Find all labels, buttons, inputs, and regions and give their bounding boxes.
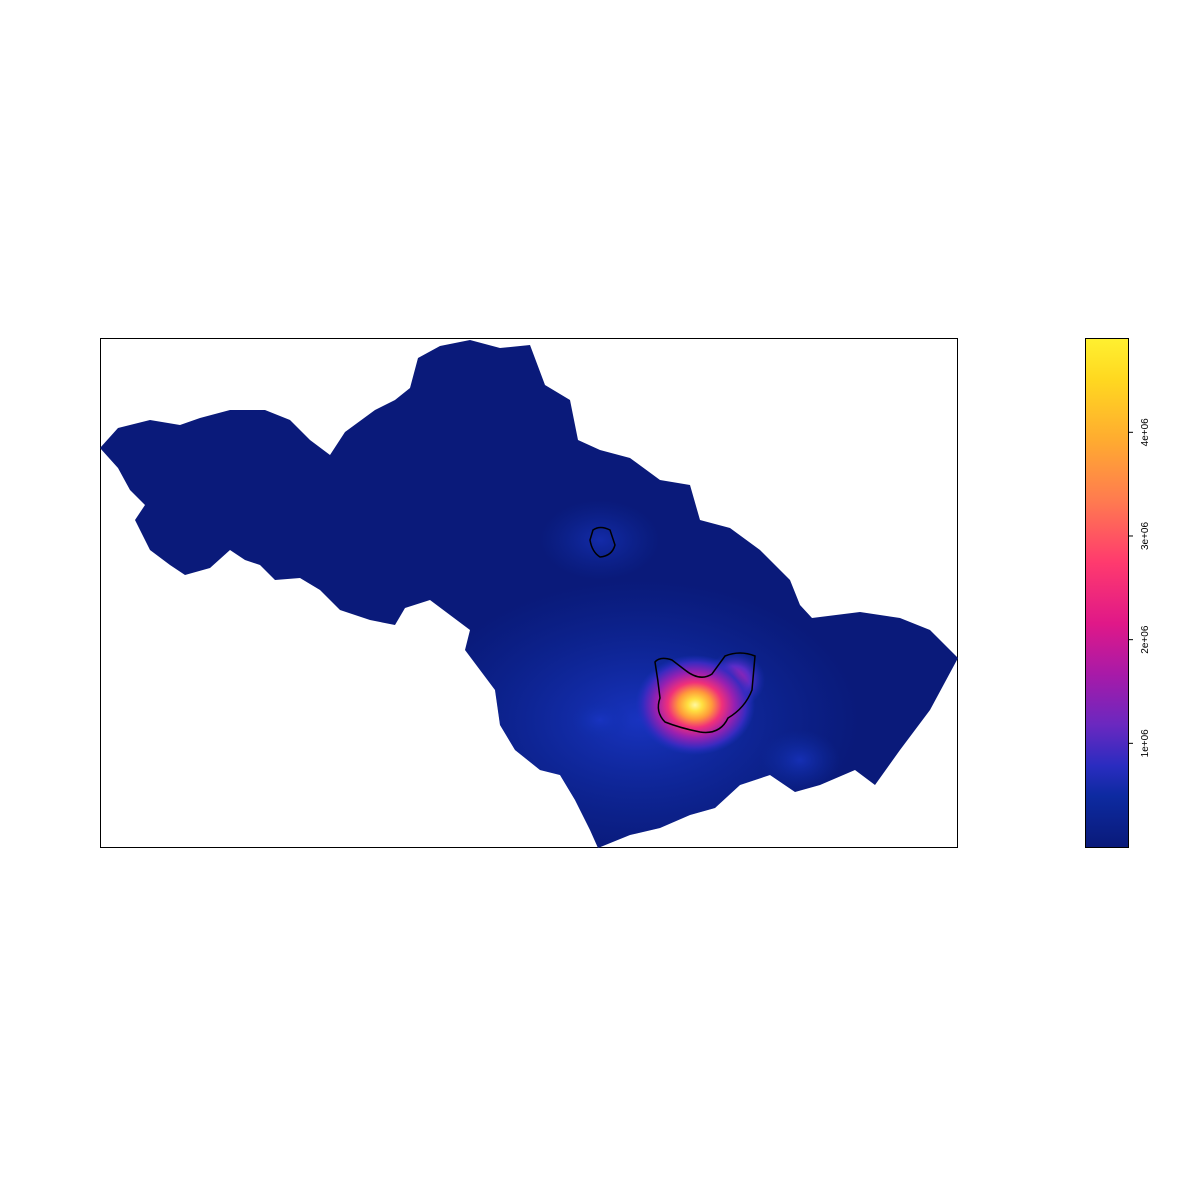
east-glow	[760, 730, 840, 790]
colorbar-tick-label: 1e+06	[1140, 729, 1151, 758]
primary-hotspot	[635, 655, 755, 755]
colorbar-tick-label: 4e+06	[1140, 418, 1151, 447]
colorbar-frame	[1085, 338, 1129, 848]
colorbar-ticks: 1e+06 2e+06 3e+06 4e+06	[1128, 418, 1151, 758]
west-glow	[570, 700, 630, 740]
colorbar-tick-label: 3e+06	[1140, 522, 1151, 551]
contour-line-north	[589, 526, 616, 558]
density-raster	[100, 340, 958, 848]
colorbar-gradient	[1085, 339, 1128, 847]
north-glow	[540, 500, 660, 580]
colorbar-tick-label: 2e+06	[1140, 625, 1151, 654]
colorbar: 1e+06 2e+06 3e+06 4e+06	[1085, 338, 1151, 848]
map-frame	[100, 338, 958, 848]
contour-line-south	[654, 652, 756, 734]
